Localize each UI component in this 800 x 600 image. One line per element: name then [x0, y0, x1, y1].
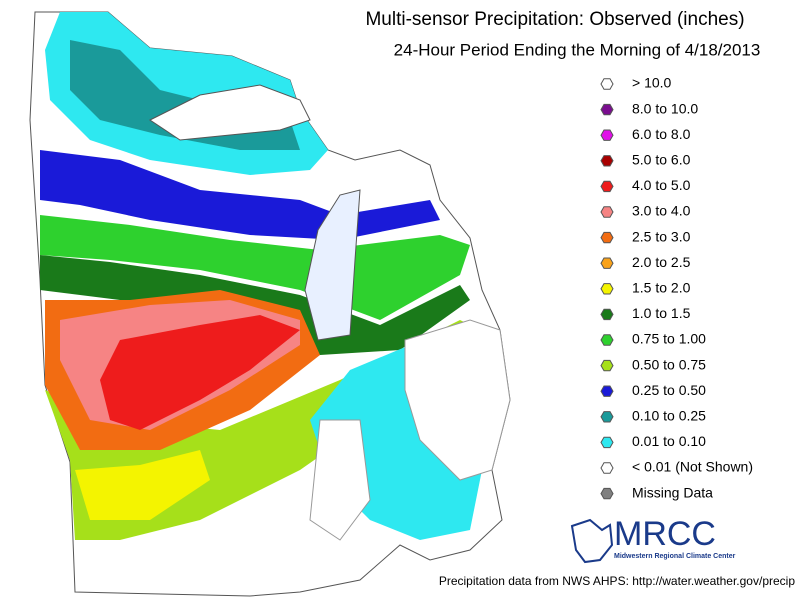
legend-swatch — [600, 487, 614, 500]
legend-swatch — [600, 411, 614, 423]
subtitle: 24-Hour Period Ending the Morning of 4/1… — [394, 40, 761, 59]
legend-swatch — [600, 385, 614, 397]
band-yellow — [75, 450, 210, 520]
legend-label: 6.0 to 8.0 — [632, 126, 691, 142]
band-green — [40, 215, 470, 320]
logo: MRCC Midwestern Regional Climate Center — [570, 515, 736, 564]
indiana-unshaded — [309, 419, 371, 541]
legend-label: Missing Data — [632, 484, 713, 500]
footer-source: Precipitation data from NWS AHPS: http:/… — [439, 574, 795, 588]
legend-label: 3.0 to 4.0 — [632, 203, 691, 219]
band-red — [100, 315, 300, 430]
legend-swatch — [600, 283, 614, 295]
legend-label: 0.50 to 0.75 — [632, 356, 706, 372]
logo-map-icon — [570, 518, 614, 564]
legend-swatch — [600, 206, 614, 218]
legend-swatch — [600, 103, 614, 116]
lake-superior — [149, 84, 311, 141]
legend-swatch — [600, 462, 614, 474]
legend-label: 0.25 to 0.50 — [632, 382, 706, 398]
legend-swatch — [600, 257, 614, 269]
legend-swatch — [600, 334, 614, 346]
ohio-unshaded — [404, 319, 511, 481]
legend-swatch — [600, 78, 614, 90]
legend-swatch — [600, 180, 614, 193]
legend-label: < 0.01 (Not Shown) — [632, 459, 753, 475]
legend-label: 5.0 to 6.0 — [632, 152, 691, 168]
legend-swatch — [600, 436, 614, 449]
legend-label: 0.01 to 0.10 — [632, 433, 706, 449]
title: Multi-sensor Precipitation: Observed (in… — [365, 9, 744, 30]
lake-michigan — [304, 189, 361, 341]
legend-swatch — [600, 308, 614, 321]
legend-swatch — [600, 129, 614, 141]
legend-label: 2.5 to 3.0 — [632, 228, 691, 244]
legend-label: 0.75 to 1.00 — [632, 331, 706, 347]
logo-name: MRCC — [614, 515, 716, 553]
legend-label: 4.0 to 5.0 — [632, 177, 691, 193]
legend-swatch — [600, 231, 614, 244]
logo-full-name: Midwestern Regional Climate Center — [614, 553, 736, 560]
legend-label: 1.5 to 2.0 — [632, 280, 691, 296]
legend-swatch — [600, 155, 614, 167]
legend-label: > 10.0 — [632, 75, 672, 91]
legend-label: 2.0 to 2.5 — [632, 254, 691, 270]
legend-label: 8.0 to 10.0 — [632, 100, 698, 116]
legend-label: 1.0 to 1.5 — [632, 305, 691, 321]
precip-map — [29, 11, 511, 597]
legend-swatch — [600, 359, 614, 372]
legend-label: 0.10 to 0.25 — [632, 408, 706, 424]
legend: > 10.0 8.0 to 10.0 6.0 to 8.0 5.0 to 6.0 4.0… — [600, 75, 753, 500]
